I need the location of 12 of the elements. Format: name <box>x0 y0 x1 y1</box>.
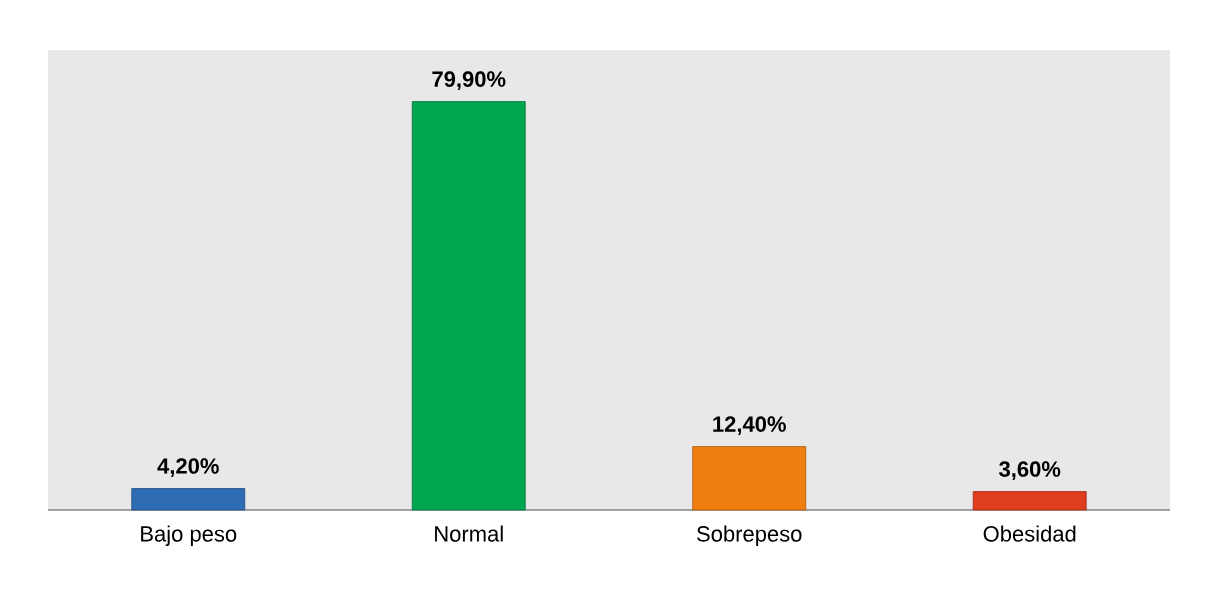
x-tick-label: Obesidad <box>983 525 1076 542</box>
x-tick-label: Bajo peso <box>141 525 237 547</box>
bar <box>692 446 807 511</box>
x-tick-label: Sobrepeso <box>697 525 802 547</box>
data-label: 3,60% <box>999 461 1061 481</box>
data-label: 12,40% <box>713 416 786 436</box>
x-tick-label: Normal <box>435 525 503 542</box>
bar <box>131 488 246 511</box>
bar <box>972 491 1087 511</box>
bar <box>411 101 526 511</box>
data-label: 4,20% <box>157 458 219 477</box>
data-label: 79,90% <box>432 71 506 91</box>
